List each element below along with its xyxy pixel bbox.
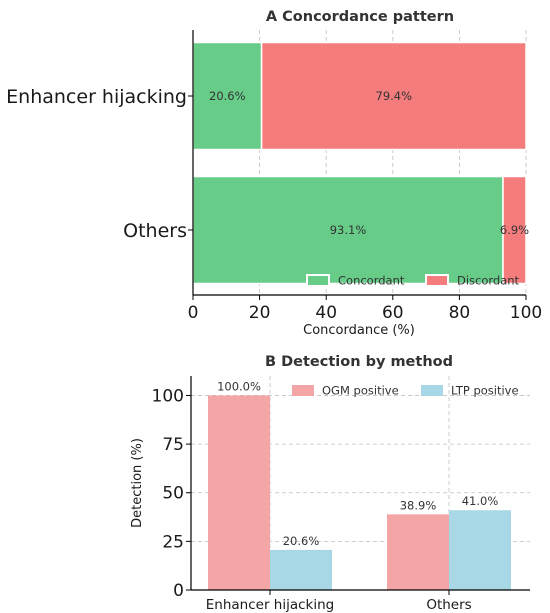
chart-a-x-tick-label: 80 xyxy=(449,303,471,323)
chart-a-category-label: Enhancer hijacking xyxy=(6,86,187,108)
chart-a-x-tick-label: 60 xyxy=(382,303,404,323)
chart-b-category-label: Enhancer hijacking xyxy=(206,597,335,613)
chart-a-x-tick-label: 40 xyxy=(315,303,337,323)
chart-b-bars xyxy=(208,395,511,590)
bar-others-ogm-positive xyxy=(387,514,449,590)
data-label-enhancer-hijacking-concordant: 20.6% xyxy=(209,89,246,103)
chart-a-data-labels: 20.6% 79.4% 93.1% 6.9% xyxy=(209,89,529,237)
chart-a-x-tick-label: 20 xyxy=(249,303,271,323)
chart-a-category-label: Others xyxy=(123,220,187,242)
chart-a-axes xyxy=(192,30,526,296)
chart-a-legend: Concordant Discordant xyxy=(306,274,520,288)
concordance-panel: A Concordance pattern 20.6% 79.4% 93.1% 6.9… xyxy=(6,9,542,338)
data-label-others-ltp-positive: 41.0% xyxy=(462,494,499,508)
data-label-enhancer-hijacking-ltp-positive: 20.6% xyxy=(283,534,320,548)
data-label-others-concordant: 93.1% xyxy=(330,223,367,237)
data-label-others-ogm-positive: 38.9% xyxy=(400,498,437,512)
chart-b-ticks: 0 25 50 75 100 Enhancer hijacking Others xyxy=(152,386,472,613)
chart-b-legend: OGM positive LTP positive xyxy=(292,384,519,398)
chart-b-y-tick-label: 0 xyxy=(173,581,184,601)
legend-swatch-discordant xyxy=(425,274,449,287)
bar-others-ltp-positive xyxy=(449,510,511,590)
chart-a-x-tick-label: 100 xyxy=(510,303,542,323)
legend-swatch-concordant xyxy=(306,274,330,287)
data-label-others-discordant: 6.9% xyxy=(500,223,529,237)
chart-b-title: B Detection by method xyxy=(265,354,453,370)
chart-b-y-axis-label: Detection (%) xyxy=(130,438,145,528)
bar-enhancer-hijacking-concordant xyxy=(192,41,263,151)
chart-b-axes xyxy=(190,376,530,591)
chart-b-y-tick-label: 50 xyxy=(162,484,184,504)
legend-label-ogm-positive: OGM positive xyxy=(322,384,399,398)
chart-a-x-tick-label: 0 xyxy=(188,303,199,323)
data-label-enhancer-hijacking-discordant: 79.4% xyxy=(376,89,413,103)
chart-b-category-label: Others xyxy=(426,597,471,613)
detection-panel: B Detection by method 100.0% 20.6% 38.9% 41… xyxy=(130,354,530,613)
bar-enhancer-hijacking-ogm-positive xyxy=(208,395,270,590)
bar-others-discordant xyxy=(502,175,527,285)
legend-swatch-ogm-positive xyxy=(292,385,314,396)
chart-b-y-tick-label: 25 xyxy=(162,532,184,552)
chart-b-data-labels: 100.0% 20.6% 38.9% 41.0% xyxy=(217,379,498,547)
data-label-enhancer-hijacking-ogm-positive: 100.0% xyxy=(217,379,261,393)
chart-a-x-axis-label: Concordance (%) xyxy=(303,323,415,338)
chart-a-ticks: 0 20 40 60 80 100 Enhancer hijacking Others xyxy=(6,86,542,323)
bar-enhancer-hijacking-discordant xyxy=(260,41,527,151)
chart-b-y-tick-label: 100 xyxy=(152,386,184,406)
legend-label-ltp-positive: LTP positive xyxy=(451,384,519,398)
legend-label-discordant: Discordant xyxy=(457,274,520,288)
legend-label-concordant: Concordant xyxy=(338,274,405,288)
legend-swatch-ltp-positive xyxy=(421,385,443,396)
chart-a-bars xyxy=(192,41,527,285)
chart-b-y-tick-label: 75 xyxy=(162,435,184,455)
bar-others-concordant xyxy=(192,175,504,285)
chart-a-title: A Concordance pattern xyxy=(266,9,454,25)
bar-enhancer-hijacking-ltp-positive xyxy=(270,549,332,590)
